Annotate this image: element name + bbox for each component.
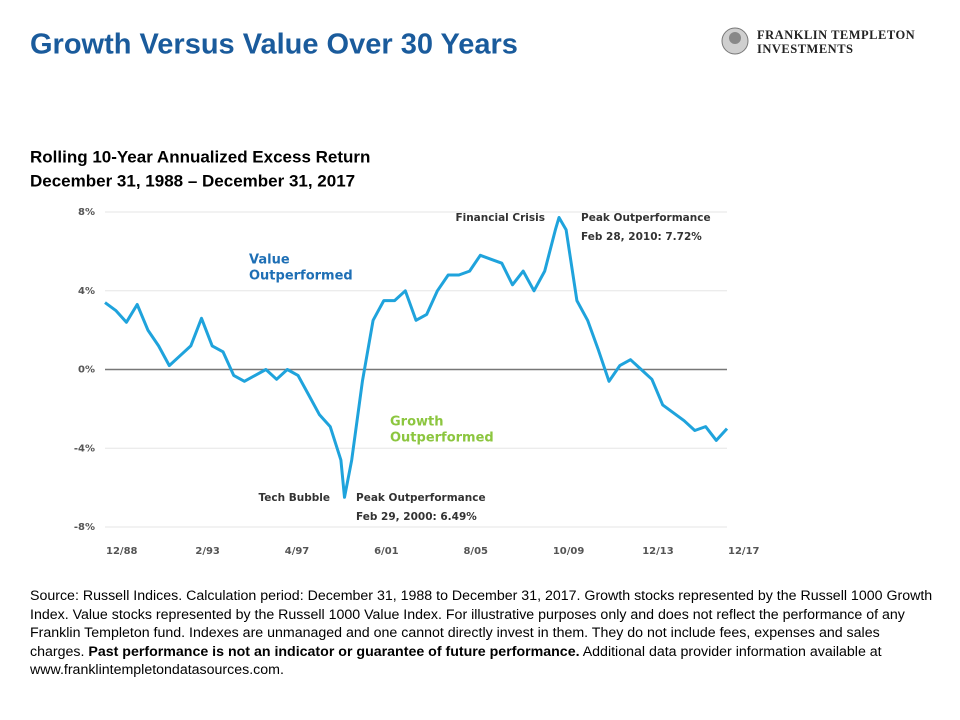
chart-subtitle: December 31, 1988 – December 31, 2017 — [30, 171, 355, 190]
source-text: Source: Russell Indices. Calculation per… — [30, 588, 933, 660]
chart-title: Rolling 10-Year Annualized Excess Return — [30, 147, 370, 166]
x-tick-label: 6/01 — [374, 546, 399, 557]
logo-face — [729, 32, 741, 44]
annotation: Peak Outperformance — [356, 492, 486, 504]
y-tick-label: -8% — [74, 522, 95, 533]
source-bold: Past performance is not an indicator or … — [88, 643, 580, 660]
x-tick-label: 2/93 — [195, 546, 220, 557]
annotation: Feb 28, 2010: 7.72% — [581, 231, 702, 243]
slide-title: Growth Versus Value Over 30 Years — [30, 29, 518, 61]
annotation: Peak Outperformance — [581, 212, 711, 224]
source-note: Source: Russell Indices. Calculation per… — [30, 587, 935, 680]
annotation: Feb 29, 2000: 6.49% — [356, 511, 477, 523]
x-tick-label: 4/97 — [285, 546, 310, 557]
y-tick-label: -4% — [74, 443, 95, 454]
annotation: Value — [249, 253, 290, 268]
logo-text: FRANKLIN TEMPLETON — [757, 28, 915, 42]
y-tick-label: 4% — [78, 286, 95, 297]
annotation: Outperformed — [249, 269, 353, 284]
chart: Growth Versus Value Over 30 Years FRANKL… — [30, 27, 915, 557]
annotation: Financial Crisis — [455, 212, 545, 224]
x-tick-label: 12/17 — [728, 546, 760, 557]
x-tick-label: 12/88 — [106, 546, 138, 557]
y-tick-label: 8% — [78, 207, 95, 218]
annotation: Growth — [390, 415, 444, 430]
y-tick-label: 0% — [78, 365, 95, 376]
x-tick-label: 10/09 — [553, 546, 585, 557]
logo: FRANKLIN TEMPLETON INVESTMENTS — [721, 27, 915, 56]
source-text: Additional data provider information ava… — [30, 643, 882, 679]
x-tick-label: 12/13 — [642, 546, 674, 557]
logo-text: INVESTMENTS — [757, 42, 854, 56]
data-line — [104, 216, 729, 499]
x-tick-label: 8/05 — [463, 546, 488, 557]
annotation: Outperformed — [390, 431, 494, 446]
annotation: Tech Bubble — [259, 492, 330, 504]
